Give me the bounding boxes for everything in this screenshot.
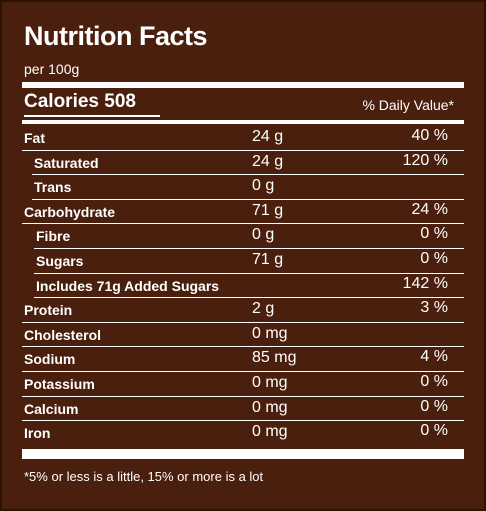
nutrient-name: Trans: [34, 179, 72, 196]
nutrient-daily-value: 120 %: [402, 151, 448, 169]
nutrient-row-sugars: Sugars 71 g 0 %: [34, 249, 464, 274]
nutrient-daily-value: 0 %: [420, 225, 448, 243]
nutrient-amount: 0 mg: [252, 324, 288, 342]
footnote: *5% or less is a little, 15% or more is …: [24, 469, 264, 484]
nutrient-daily-value: 0 %: [420, 249, 448, 267]
nutrient-name: Fibre: [36, 228, 71, 245]
calories-underline: [24, 115, 160, 117]
nutrient-row-saturated: Saturated 24 g 120 %: [32, 151, 464, 176]
nutrient-daily-value: 0 %: [420, 397, 448, 415]
nutrient-row-sodium: Sodium 85 mg 4 %: [22, 347, 464, 372]
nutrient-name: Cholesterol: [24, 326, 102, 343]
label-title: Nutrition Facts: [24, 21, 208, 51]
calories-divider: [22, 120, 464, 124]
daily-value-header: % Daily Value*: [362, 97, 454, 113]
nutrient-daily-value: 3 %: [420, 299, 448, 317]
nutrient-amount: 0 mg: [252, 373, 288, 391]
nutrient-amount: 85 mg: [252, 349, 297, 367]
nutrient-row-protein: Protein 2 g 3 %: [22, 298, 464, 323]
nutrient-row-carbohydrate: Carbohydrate 71 g 24 %: [22, 200, 464, 225]
nutrient-amount: 24 g: [252, 128, 284, 145]
nutrient-row-added-sugars: Includes 71g Added Sugars 142 %: [34, 274, 464, 299]
nutrient-amount: 71 g: [252, 250, 284, 268]
nutrient-amount: 71 g: [252, 201, 284, 219]
nutrient-daily-value: 40 %: [411, 127, 448, 144]
nutrient-amount: 2 g: [252, 300, 275, 318]
nutrient-amount: 24 g: [252, 152, 284, 170]
nutrient-amount: 0 g: [252, 177, 275, 195]
nutrient-table: Fat 24 g 40 % Saturated 24 g 120 % Trans…: [22, 126, 464, 446]
nutrient-row-potassium: Potassium 0 mg 0 %: [22, 372, 464, 397]
nutrient-name: Fat: [24, 130, 45, 146]
nutrient-row-cholesterol: Cholesterol 0 mg: [22, 323, 464, 348]
nutrient-row-iron: Iron 0 mg 0 %: [22, 421, 464, 446]
nutrient-row-fibre: Fibre 0 g 0 %: [34, 224, 464, 249]
nutrient-amount: 0 g: [252, 226, 275, 244]
nutrient-row-trans: Trans 0 g: [32, 175, 464, 200]
nutrient-name: Includes 71g Added Sugars: [36, 277, 220, 294]
nutrient-daily-value: 24 %: [411, 200, 448, 218]
nutrient-name: Protein: [24, 302, 73, 319]
nutrient-daily-value: 142 %: [402, 274, 448, 292]
nutrient-name: Potassium: [24, 375, 95, 392]
nutrient-row-fat: Fat 24 g 40 %: [22, 126, 464, 151]
nutrient-name: Calcium: [24, 400, 79, 417]
calories-line: Calories 508: [24, 91, 136, 112]
nutrient-name: Carbohydrate: [24, 203, 116, 220]
nutrient-amount: 0 mg: [252, 398, 288, 416]
thick-divider: [22, 82, 464, 88]
nutrient-daily-value: 0 %: [420, 372, 448, 390]
nutrient-name: Sugars: [36, 252, 84, 269]
nutrient-name: Saturated: [34, 154, 99, 171]
nutrient-name: Sodium: [24, 351, 76, 368]
serving-size: per 100g: [24, 61, 80, 77]
nutrient-name: Iron: [24, 425, 51, 442]
footer-divider: [22, 449, 464, 459]
nutrient-row-calcium: Calcium 0 mg 0 %: [22, 397, 464, 422]
nutrient-amount: 0 mg: [252, 423, 288, 441]
nutrient-daily-value: 4 %: [420, 348, 448, 366]
nutrient-daily-value: 0 %: [420, 422, 448, 440]
